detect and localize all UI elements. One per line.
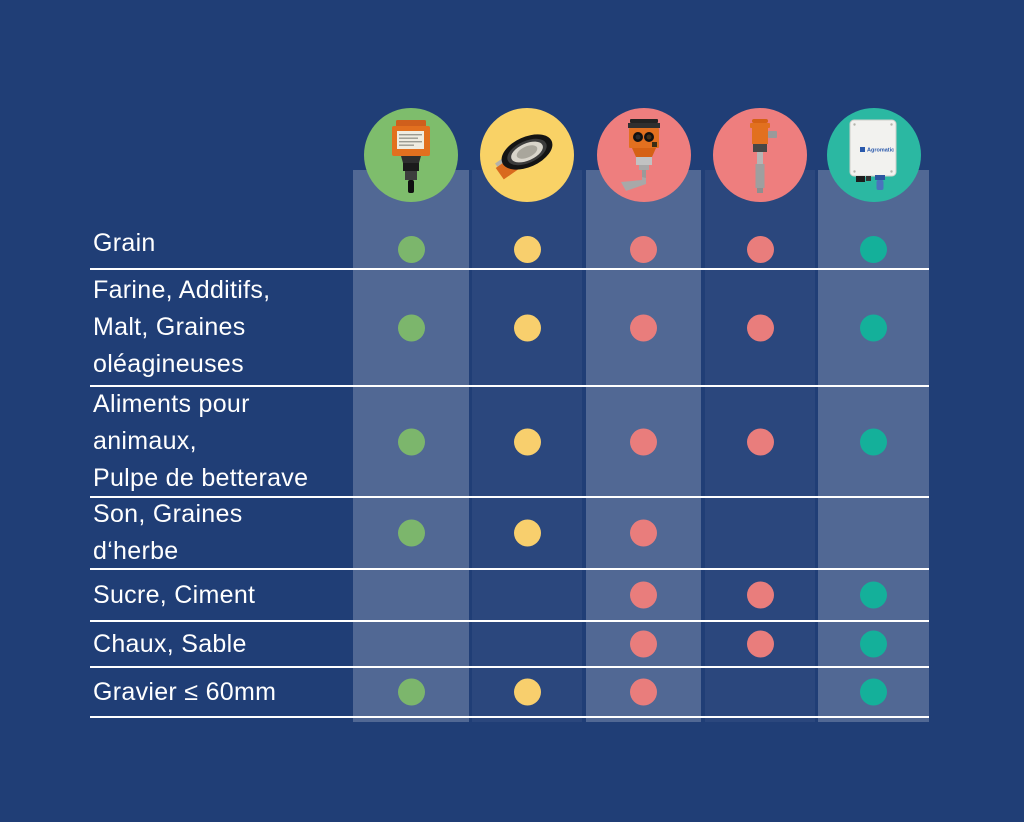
availability-dot — [746, 581, 774, 609]
availability-dot — [630, 519, 657, 547]
row-label: Sucre, Ciment — [93, 580, 256, 609]
table-row: Son, Graines d‘herbe — [90, 498, 929, 570]
availability-dot — [860, 581, 887, 609]
availability-dot — [513, 314, 541, 341]
availability-dot — [513, 678, 541, 706]
membrane-level-sensor-image — [495, 134, 553, 180]
availability-dot — [630, 630, 657, 658]
availability-dot — [513, 428, 541, 455]
availability-dot — [513, 236, 541, 263]
product-circle-membrane-level-sensor — [480, 108, 574, 202]
availability-dot — [860, 678, 887, 706]
availability-dot — [513, 519, 541, 547]
row-label: Chaux, Sable — [93, 629, 247, 658]
availability-dot — [397, 428, 425, 455]
table-row: Grain — [90, 170, 929, 270]
product-circle-rotary-paddle-blade-sensor — [597, 108, 691, 202]
availability-dot — [630, 428, 657, 455]
availability-dot — [746, 314, 774, 341]
table-row: Farine, Additifs, Malt, Graines oléagine… — [90, 270, 929, 387]
row-label: Grain — [93, 229, 156, 257]
brand-label: Agromatic — [867, 148, 894, 154]
table-row: Chaux, Sable — [90, 622, 929, 668]
comparison-table-body: Grain Farine, Additifs, Malt, Graines ol… — [90, 170, 929, 718]
row-label: Gravier ≤ 60mm — [93, 677, 277, 706]
product-circle-compact-rotary-paddle-sensor — [364, 108, 458, 202]
row-label: Farine, Additifs, Malt, Graines oléagine… — [93, 276, 271, 378]
availability-dot — [860, 236, 887, 263]
availability-dot — [746, 236, 774, 263]
compact-rotary-paddle-sensor-image — [392, 120, 430, 193]
availability-dot — [630, 581, 657, 609]
availability-dot — [860, 428, 887, 455]
availability-dot — [397, 314, 425, 341]
availability-dot — [630, 236, 657, 263]
availability-dot — [397, 678, 425, 706]
availability-dot — [860, 630, 887, 658]
availability-dot — [630, 678, 657, 706]
availability-dot — [397, 519, 425, 547]
availability-dot — [746, 428, 774, 455]
availability-dot — [746, 630, 774, 658]
availability-dot — [860, 314, 887, 341]
rotary-paddle-blade-sensor-image — [621, 119, 660, 191]
capacitive-box-sensor-image: Agromatic — [849, 119, 897, 190]
table-row: Sucre, Ciment — [90, 570, 929, 622]
product-circle-vibrating-rod-sensor — [713, 108, 807, 202]
row-label: Son, Graines d‘herbe — [93, 500, 243, 565]
availability-dot — [630, 314, 657, 341]
availability-dot — [397, 236, 425, 263]
table-row: Gravier ≤ 60mm — [90, 668, 929, 718]
row-label: Aliments pour animaux, Pulpe de betterav… — [93, 390, 309, 492]
product-circle-capacitive-box-sensor: Agromatic — [827, 108, 921, 202]
table-row: Aliments pour animaux, Pulpe de betterav… — [90, 387, 929, 498]
vibrating-rod-sensor-image — [750, 119, 777, 193]
